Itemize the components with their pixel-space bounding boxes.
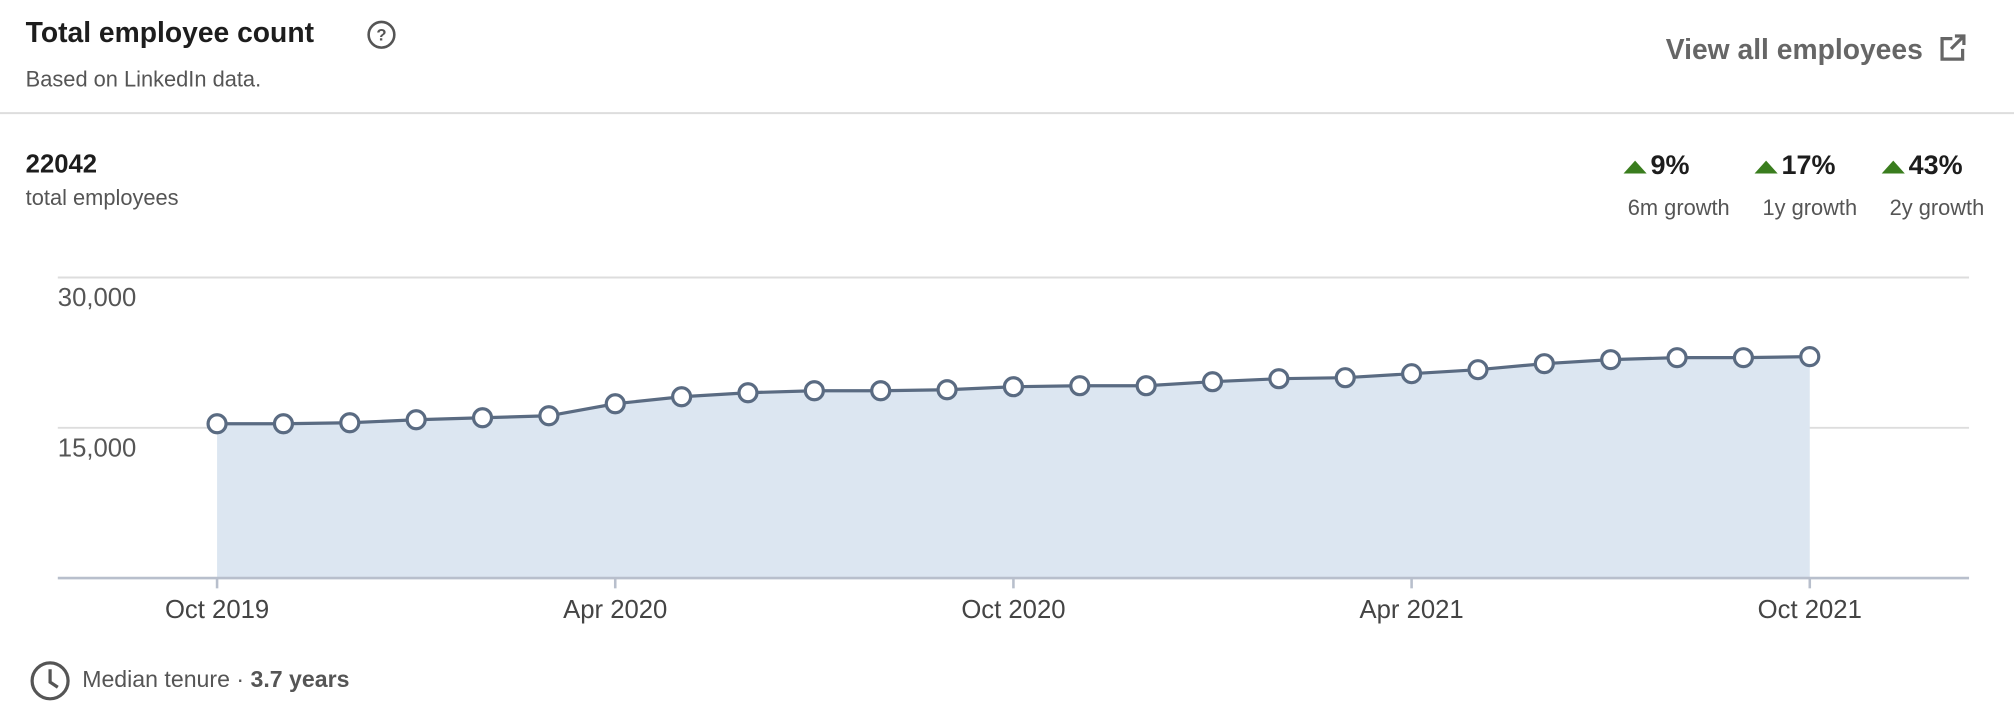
point — [1401, 363, 1423, 385]
x-tick-label: Apr 2020 — [563, 596, 667, 624]
x-tick-label: Apr 2021 — [1359, 596, 1463, 624]
subtitle: Based on LinkedIn data. — [26, 67, 261, 92]
up-arrow — [1623, 160, 1647, 174]
x-tick-label: Oct 2019 — [165, 596, 269, 624]
chart: 15,000 30,000 Oct 2019 Apr 2020 Oct 2020 Apr … — [58, 276, 1970, 624]
growth-value: 9% — [1651, 150, 1690, 180]
point — [538, 405, 560, 427]
tenure-value: 3.7 years — [250, 666, 349, 692]
point — [405, 409, 427, 431]
point — [1268, 368, 1290, 390]
point — [870, 380, 892, 402]
x-tick-label: Oct 2021 — [1758, 596, 1862, 624]
y-tick-label: 30,000 — [58, 284, 137, 312]
up-arrow — [1881, 160, 1905, 174]
point — [1069, 375, 1091, 397]
employee-count: 22042 — [26, 151, 97, 179]
external-link-icon[interactable] — [1940, 34, 1966, 61]
clock-icon — [30, 661, 70, 701]
point — [1467, 359, 1489, 381]
point — [1201, 371, 1224, 393]
point — [1600, 349, 1622, 371]
point — [471, 407, 494, 429]
point — [1334, 367, 1356, 389]
point — [671, 386, 693, 408]
growth-value: 17% — [1782, 150, 1836, 180]
point — [1799, 346, 1821, 368]
svg-text:?: ? — [376, 25, 386, 44]
point — [1135, 375, 1157, 397]
point — [272, 413, 295, 435]
view-all-link[interactable]: View all employees — [1666, 33, 1923, 65]
point — [1732, 347, 1755, 369]
y-tick-label: 15,000 — [58, 434, 137, 462]
help-icon[interactable]: ? — [367, 20, 396, 49]
growth-stats: 9% 6m growth 17% 1y growth 43% 2y growth — [1623, 150, 1985, 220]
growth-label: 1y growth — [1762, 195, 1857, 220]
up-arrow — [1754, 160, 1778, 174]
tenure-label: Median tenure · — [82, 666, 244, 692]
point — [737, 382, 759, 404]
point — [936, 379, 958, 401]
point — [604, 393, 626, 415]
point — [803, 380, 825, 402]
growth-value: 43% — [1909, 150, 1963, 180]
point — [206, 413, 228, 435]
point — [339, 412, 361, 434]
tenure: Median tenure · 3.7 years — [82, 666, 349, 692]
growth-label: 2y growth — [1890, 195, 1985, 220]
point — [1533, 353, 1555, 375]
x-tick-label: Oct 2020 — [961, 596, 1065, 624]
point — [1002, 376, 1025, 398]
growth-label: 6m growth — [1628, 195, 1730, 220]
count-label: total employees — [26, 185, 179, 210]
title: Total employee count — [26, 16, 315, 48]
point — [1666, 347, 1688, 369]
